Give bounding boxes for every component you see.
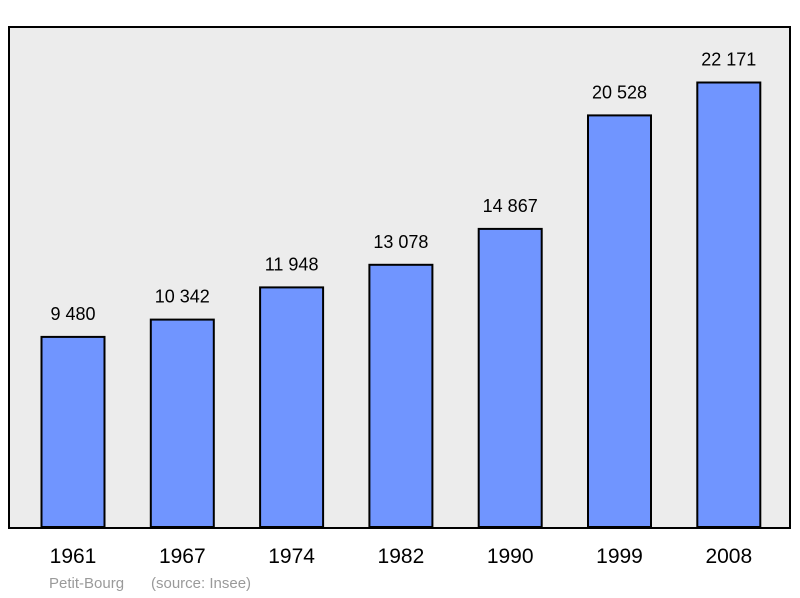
value-label-1999: 20 528 [592,82,647,102]
value-label-1982: 13 078 [373,232,428,252]
bar-1990 [477,227,543,528]
bar-1967 [149,318,215,528]
bar-1974 [259,286,325,528]
value-label-1961: 9 480 [50,304,95,324]
value-label-1974: 11 948 [265,254,319,274]
x-tick-2008: 2008 [705,545,752,568]
x-tick-1999: 1999 [596,545,643,568]
bar-2008 [696,81,762,528]
value-labels: 9 480 10 342 11 948 13 078 14 867 20 528 22 17… [50,50,756,324]
bar-1982 [368,263,434,528]
bar-1961 [40,335,106,528]
bar-1999 [587,114,652,529]
value-label-1990: 14 867 [483,196,538,216]
x-axis-tick-labels: 1961 1967 1974 1982 1990 1999 2008 [50,545,753,568]
value-label-2008: 22 171 [701,50,756,70]
footer-source-label: (source: Insee) [151,575,252,592]
x-tick-1974: 1974 [268,545,315,568]
x-tick-1967: 1967 [159,545,206,568]
bars [40,81,762,529]
x-tick-1982: 1982 [378,545,425,568]
footer-place-label: Petit-Bourg [49,575,125,592]
x-tick-1990: 1990 [487,545,534,568]
x-tick-1961: 1961 [50,545,97,568]
value-label-1967: 10 342 [155,287,210,307]
